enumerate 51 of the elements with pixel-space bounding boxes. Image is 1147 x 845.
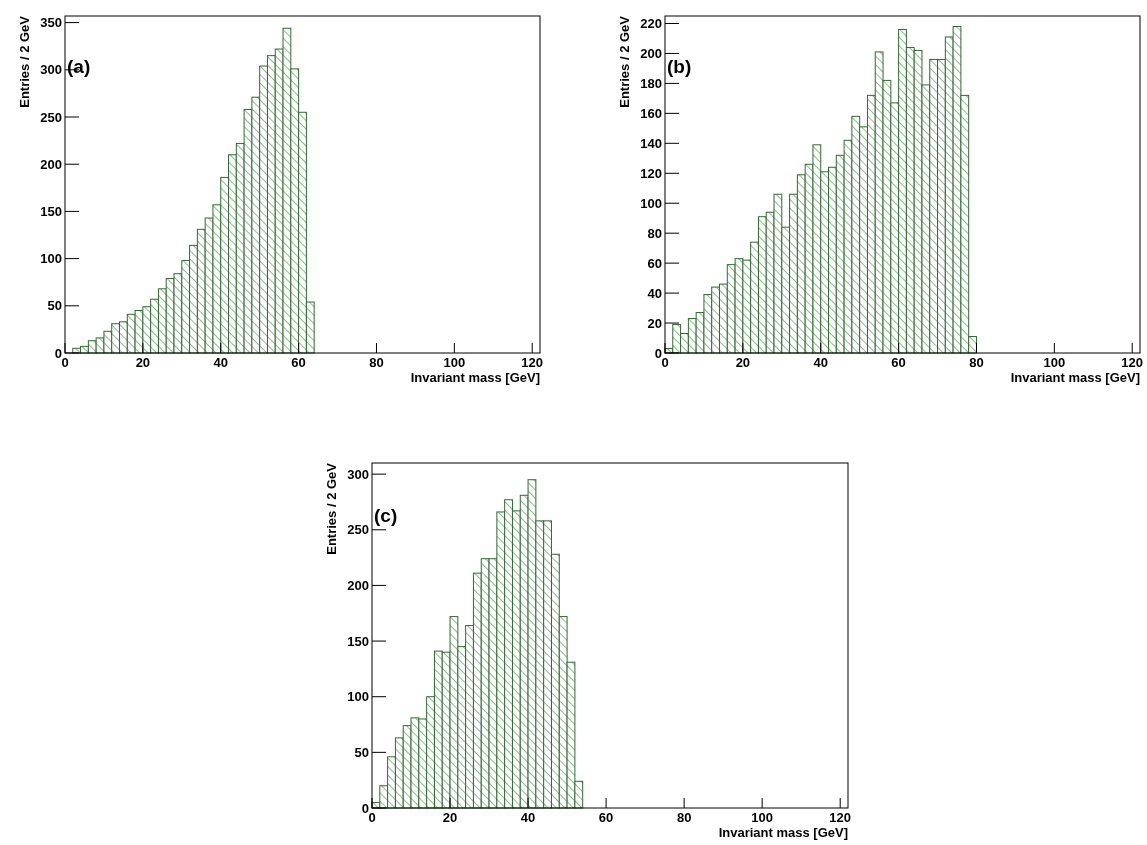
y-tick-label: 250 — [347, 522, 369, 538]
y-tick-label: 250 — [40, 109, 62, 125]
x-tick-label: 100 — [751, 810, 774, 825]
x-tick-label: 40 — [813, 355, 828, 370]
x-tick-label: 20 — [735, 355, 751, 370]
y-tick-label: 350 — [40, 15, 62, 31]
x-tick-label: 120 — [521, 355, 544, 370]
y-tick-label: 100 — [40, 251, 62, 267]
y-tick-label: 50 — [354, 744, 369, 760]
y-tick-label: 200 — [347, 577, 369, 593]
x-tick-label: 120 — [829, 810, 852, 825]
x-tick-label: 60 — [891, 355, 906, 370]
x-tick-label: 80 — [676, 810, 692, 825]
y-tick-label: 150 — [40, 203, 62, 219]
x-tick-label: 20 — [442, 810, 458, 825]
annotation: (b) — [667, 56, 692, 78]
y-tick-label: 300 — [347, 466, 369, 482]
y-axis-title: Entries / 2 GeV — [17, 15, 32, 108]
y-tick-label: 140 — [640, 135, 662, 151]
x-tick-label: 60 — [291, 355, 306, 370]
y-tick-label: 300 — [40, 62, 62, 78]
y-tick-label: 220 — [640, 16, 662, 32]
x-axis-title: Invariant mass [GeV] — [1010, 370, 1140, 385]
y-tick-label: 120 — [640, 165, 662, 181]
y-axis-title: Entries / 2 GeV — [617, 15, 632, 108]
x-tick-label: 100 — [1043, 355, 1066, 370]
y-tick-label: 100 — [640, 195, 662, 211]
y-axis-title: Entries / 2 GeV — [324, 462, 339, 555]
annotation: (a) — [67, 56, 91, 78]
x-tick-label: 40 — [520, 810, 536, 825]
y-tick-label: 60 — [647, 255, 662, 271]
x-tick-label: 60 — [598, 810, 614, 825]
x-tick-label: 40 — [213, 355, 228, 370]
y-tick-label: 80 — [647, 225, 662, 241]
y-tick-label: 100 — [347, 689, 369, 705]
annotation: (c) — [374, 504, 398, 526]
y-tick-label: 50 — [47, 298, 62, 314]
x-axis-title: Invariant mass [GeV] — [718, 825, 848, 840]
x-tick-label: 80 — [369, 355, 384, 370]
x-tick-label: 120 — [1121, 355, 1144, 370]
x-tick-label: 80 — [969, 355, 984, 370]
y-tick-label: 200 — [40, 156, 62, 172]
y-tick-label: 40 — [647, 285, 662, 301]
y-tick-label: 20 — [647, 315, 662, 331]
y-tick-label: 150 — [347, 633, 369, 649]
y-tick-label: 160 — [640, 105, 662, 121]
x-tick-label: 20 — [135, 355, 151, 370]
x-tick-label: 100 — [443, 355, 466, 370]
y-tick-label: 200 — [640, 45, 662, 61]
x-axis-title: Invariant mass [GeV] — [410, 370, 540, 385]
y-tick-label: 180 — [640, 75, 662, 91]
